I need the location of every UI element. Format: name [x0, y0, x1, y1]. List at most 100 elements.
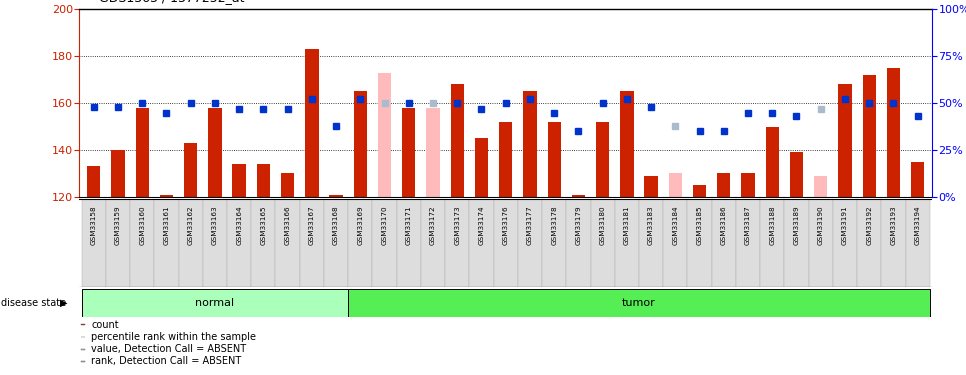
- Bar: [566, 199, 590, 287]
- Bar: [227, 199, 251, 287]
- Bar: [81, 361, 85, 362]
- Bar: [614, 199, 639, 287]
- Bar: [82, 199, 106, 287]
- Bar: [590, 199, 614, 287]
- Bar: [81, 349, 85, 350]
- Bar: [155, 199, 179, 287]
- Bar: [784, 199, 809, 287]
- Bar: [881, 199, 905, 287]
- Text: GSM33172: GSM33172: [430, 206, 436, 245]
- Bar: [233, 164, 245, 197]
- Bar: [373, 199, 397, 287]
- Text: GSM33189: GSM33189: [793, 206, 800, 245]
- Text: GSM33166: GSM33166: [285, 206, 291, 245]
- Bar: [469, 199, 494, 287]
- Bar: [596, 122, 610, 197]
- Bar: [209, 108, 221, 197]
- Text: GSM33160: GSM33160: [139, 206, 145, 245]
- Text: rank, Detection Call = ABSENT: rank, Detection Call = ABSENT: [92, 356, 242, 366]
- Bar: [324, 199, 348, 287]
- Bar: [111, 150, 125, 197]
- Bar: [664, 199, 688, 287]
- Bar: [905, 199, 929, 287]
- Text: GSM33162: GSM33162: [187, 206, 193, 245]
- Text: GSM33169: GSM33169: [357, 206, 363, 245]
- Bar: [717, 173, 730, 197]
- Bar: [397, 199, 421, 287]
- Bar: [542, 199, 566, 287]
- Bar: [475, 138, 488, 197]
- Bar: [450, 84, 464, 197]
- Bar: [766, 127, 779, 197]
- Bar: [688, 199, 712, 287]
- Text: GSM33184: GSM33184: [672, 206, 678, 245]
- Bar: [494, 199, 518, 287]
- Bar: [857, 199, 881, 287]
- Text: GSM33174: GSM33174: [478, 206, 485, 245]
- Bar: [741, 173, 754, 197]
- Text: GSM33159: GSM33159: [115, 206, 121, 245]
- Text: value, Detection Call = ABSENT: value, Detection Call = ABSENT: [92, 344, 246, 354]
- Bar: [135, 108, 149, 197]
- Bar: [620, 92, 634, 197]
- Text: GSM33165: GSM33165: [261, 206, 267, 245]
- Bar: [130, 199, 155, 287]
- Text: GSM33171: GSM33171: [406, 206, 412, 245]
- Text: GSM33190: GSM33190: [818, 206, 824, 245]
- Text: count: count: [92, 320, 119, 330]
- Bar: [644, 176, 658, 197]
- Text: GSM33164: GSM33164: [236, 206, 242, 245]
- Bar: [639, 199, 664, 287]
- Bar: [82, 289, 348, 317]
- Text: GSM33177: GSM33177: [526, 206, 533, 245]
- Bar: [159, 195, 173, 197]
- Bar: [106, 199, 130, 287]
- Bar: [668, 173, 682, 197]
- Bar: [814, 176, 828, 197]
- Bar: [790, 152, 803, 197]
- Text: GDS1363 / 1377252_at: GDS1363 / 1377252_at: [99, 0, 244, 4]
- Bar: [445, 199, 469, 287]
- Text: disease state: disease state: [1, 298, 66, 308]
- Bar: [81, 337, 85, 338]
- Bar: [838, 84, 852, 197]
- Text: GSM33186: GSM33186: [721, 206, 726, 245]
- Text: GSM33183: GSM33183: [648, 206, 654, 245]
- Bar: [348, 199, 373, 287]
- Bar: [809, 199, 833, 287]
- Bar: [548, 122, 561, 197]
- Bar: [354, 92, 367, 197]
- Bar: [572, 195, 585, 197]
- Bar: [251, 199, 275, 287]
- Bar: [299, 199, 324, 287]
- Bar: [887, 68, 900, 197]
- Text: GSM33167: GSM33167: [309, 206, 315, 245]
- Bar: [348, 289, 929, 317]
- Text: normal: normal: [195, 298, 235, 308]
- Text: GSM33185: GSM33185: [696, 206, 702, 245]
- Bar: [275, 199, 299, 287]
- Bar: [911, 162, 924, 197]
- Bar: [378, 73, 391, 197]
- Text: GSM33176: GSM33176: [502, 206, 509, 245]
- Text: GSM33192: GSM33192: [867, 206, 872, 245]
- Bar: [736, 199, 760, 287]
- Bar: [402, 108, 415, 197]
- Text: GSM33191: GSM33191: [842, 206, 848, 245]
- Text: ▶: ▶: [60, 298, 68, 308]
- Bar: [305, 49, 319, 197]
- Text: GSM33178: GSM33178: [552, 206, 557, 245]
- Text: GSM33163: GSM33163: [212, 206, 218, 245]
- Bar: [179, 199, 203, 287]
- Text: GSM33179: GSM33179: [576, 206, 582, 245]
- Bar: [524, 92, 536, 197]
- Text: GSM33168: GSM33168: [333, 206, 339, 245]
- Text: percentile rank within the sample: percentile rank within the sample: [92, 332, 257, 342]
- Text: GSM33193: GSM33193: [891, 206, 896, 245]
- Bar: [712, 199, 736, 287]
- Text: GSM33187: GSM33187: [745, 206, 751, 245]
- Text: tumor: tumor: [622, 298, 656, 308]
- Bar: [760, 199, 784, 287]
- Text: GSM33188: GSM33188: [769, 206, 776, 245]
- Bar: [863, 75, 876, 197]
